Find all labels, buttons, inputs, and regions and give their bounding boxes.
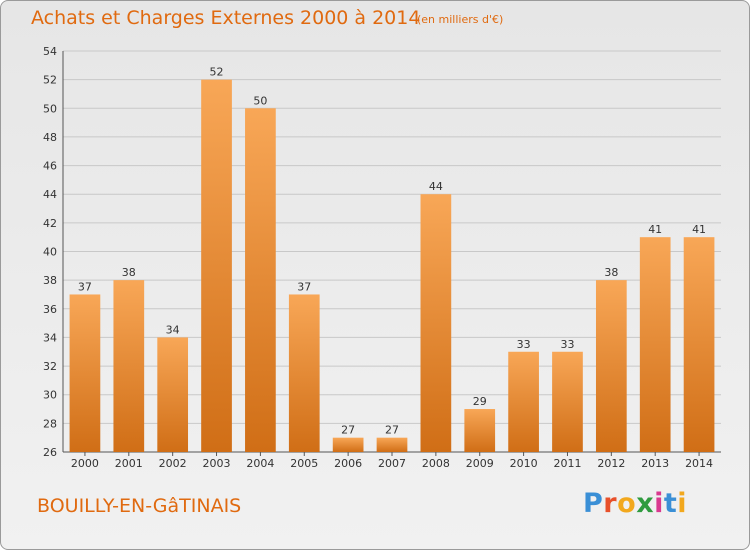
logo-letter: x bbox=[636, 488, 655, 519]
y-tick-label: 34 bbox=[43, 331, 57, 344]
y-tick-label: 44 bbox=[43, 188, 57, 201]
bar-2000 bbox=[69, 294, 101, 452]
logo-letter: i bbox=[677, 488, 688, 519]
value-label-2007: 27 bbox=[385, 424, 399, 437]
y-tick-label: 46 bbox=[43, 160, 57, 173]
x-tick-label-2005: 2005 bbox=[290, 457, 318, 470]
bar-2011 bbox=[552, 351, 583, 452]
logo-letter: t bbox=[663, 488, 678, 519]
value-label-2003: 52 bbox=[210, 66, 224, 79]
x-tick-label-2014: 2014 bbox=[685, 457, 713, 470]
y-tick-label: 40 bbox=[43, 246, 57, 259]
x-tick-label-2009: 2009 bbox=[466, 457, 494, 470]
x-tick-label-2013: 2013 bbox=[641, 457, 669, 470]
x-tick-label-2011: 2011 bbox=[553, 457, 581, 470]
bar-2002 bbox=[157, 337, 189, 452]
x-tick-label-2001: 2001 bbox=[115, 457, 143, 470]
x-tick-label-2008: 2008 bbox=[422, 457, 450, 470]
x-tick-label-2003: 2003 bbox=[203, 457, 231, 470]
bar-2008 bbox=[420, 194, 452, 452]
x-tick-label-2006: 2006 bbox=[334, 457, 362, 470]
y-tick-label: 30 bbox=[43, 389, 57, 402]
x-tick-label-2000: 2000 bbox=[71, 457, 99, 470]
value-label-2005: 37 bbox=[297, 280, 311, 293]
value-label-2000: 37 bbox=[78, 280, 92, 293]
bar-2001 bbox=[113, 280, 145, 452]
bar-2013 bbox=[639, 237, 671, 452]
commune-name: BOUILLY-EN-GâTINAIS bbox=[37, 495, 242, 517]
y-tick-label: 38 bbox=[43, 274, 57, 287]
y-tick-label: 36 bbox=[43, 303, 57, 316]
bar-2009 bbox=[464, 409, 496, 452]
y-tick-labels: 26 28 30 32 34 36 38 40 42 44 46 48 50 52 54 bbox=[43, 45, 57, 459]
bar-2007 bbox=[376, 437, 408, 452]
value-label-2011: 33 bbox=[560, 338, 574, 351]
value-label-2004: 50 bbox=[253, 94, 267, 107]
value-label-2001: 38 bbox=[122, 266, 136, 279]
chart-subtitle: (en milliers d'€) bbox=[417, 13, 504, 26]
bar-2005 bbox=[288, 294, 320, 452]
proxiti-logo: Proxiti bbox=[583, 488, 687, 519]
y-tick-label: 42 bbox=[43, 217, 57, 230]
y-tick-label: 52 bbox=[43, 74, 57, 87]
bars bbox=[69, 79, 715, 453]
chart-title: Achats et Charges Externes 2000 à 2014 bbox=[31, 7, 421, 29]
bar-2004 bbox=[245, 108, 276, 453]
y-tick-label: 54 bbox=[43, 45, 57, 58]
value-label-2013: 41 bbox=[648, 223, 662, 236]
x-tick-label-2012: 2012 bbox=[597, 457, 625, 470]
bar-2012 bbox=[595, 280, 627, 452]
value-label-2006: 27 bbox=[341, 424, 355, 437]
bar-2006 bbox=[332, 437, 364, 452]
bar-2014 bbox=[683, 237, 715, 452]
value-label-2002: 34 bbox=[166, 323, 180, 336]
value-label-2012: 38 bbox=[604, 266, 618, 279]
value-label-2008: 44 bbox=[429, 180, 443, 193]
y-tick-label: 32 bbox=[43, 360, 57, 373]
y-tick-label: 48 bbox=[43, 131, 57, 144]
x-tick-labels: 2000 2001 2002 2003 2004 2005 2006 2007 2008 2009… bbox=[71, 457, 713, 470]
x-tick-label-2007: 2007 bbox=[378, 457, 406, 470]
logo-letter: o bbox=[617, 488, 637, 519]
logo-letter: r bbox=[603, 488, 618, 519]
logo-letter: i bbox=[654, 488, 664, 519]
value-label-2009: 29 bbox=[473, 395, 487, 408]
value-label-2010: 33 bbox=[517, 338, 531, 351]
value-label-2014: 41 bbox=[692, 223, 706, 236]
y-tick-label: 26 bbox=[43, 446, 57, 459]
bar-2010 bbox=[508, 351, 539, 452]
logo-letter: P bbox=[583, 488, 604, 519]
y-tick-label: 50 bbox=[43, 102, 57, 115]
x-tick-label-2002: 2002 bbox=[159, 457, 187, 470]
bar-2003 bbox=[201, 79, 232, 453]
x-tick-label-2004: 2004 bbox=[246, 457, 274, 470]
y-tick-label: 28 bbox=[43, 417, 57, 430]
x-tick-label-2010: 2010 bbox=[510, 457, 538, 470]
value-labels: 37 38 34 52 50 37 27 27 44 29 33 33 38 41 41 bbox=[78, 66, 706, 437]
